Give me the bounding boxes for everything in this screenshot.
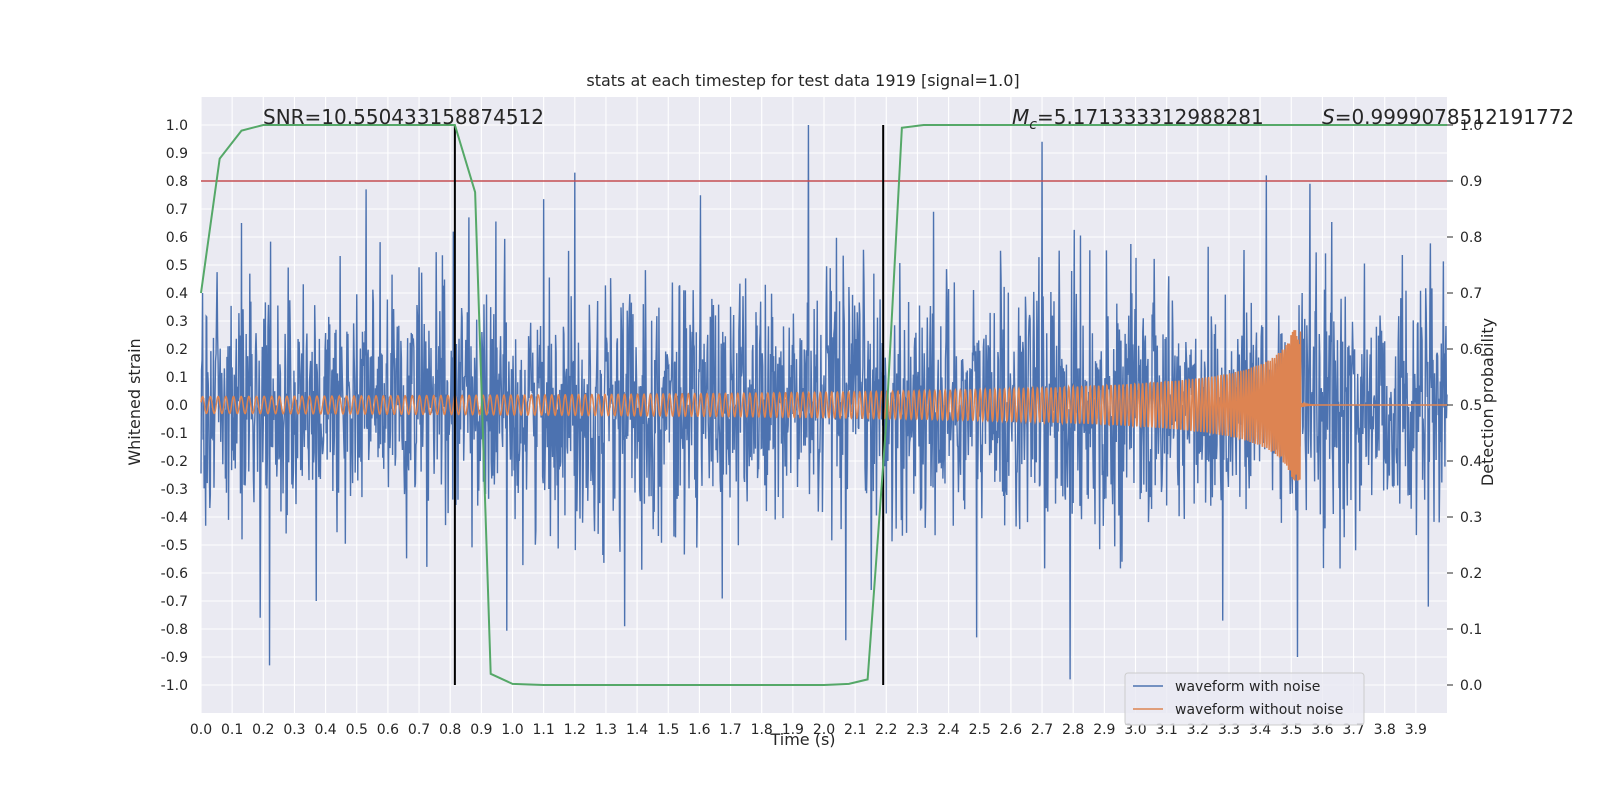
x-tick-label: 2.9: [1093, 722, 1115, 738]
x-tick-label: 1.1: [533, 722, 555, 738]
chart-title: stats at each timestep for test data 191…: [586, 71, 1019, 90]
x-tick-labels: 0.0 0.1 0.2 0.3 0.4 0.5 0.6 0.7 0.8 0.9 1.0 1.1 1.2 1…: [190, 722, 1427, 738]
y-tick-label: -0.4: [161, 510, 188, 526]
x-tick-label: 2.6: [1000, 722, 1022, 738]
x-tick-label: 2.3: [906, 722, 928, 738]
x-tick-label: 0.7: [408, 722, 430, 738]
y-tick-label: 0.9: [166, 146, 188, 162]
x-tick-label: 1.6: [688, 722, 710, 738]
s-annotation: S=0.9999078512191772: [1322, 105, 1574, 129]
x-tick-label: 3.8: [1374, 722, 1396, 738]
x-tick-label: 2.4: [937, 722, 959, 738]
x-tick-label: 2.7: [1031, 722, 1053, 738]
series-waveform-without-noise: [200, 330, 1447, 481]
x-tick-label: 1.8: [751, 722, 773, 738]
chirp-mass-subscript: c: [1029, 117, 1037, 133]
y-tick-label: -0.3: [161, 482, 188, 498]
x-tick-label: 1.4: [626, 722, 648, 738]
y-tick-label: 0.2: [166, 342, 188, 358]
y2-tick-label: 0.3: [1460, 510, 1482, 526]
noise-waveform-line: [200, 124, 1448, 680]
y-tick-label: -1.0: [161, 678, 188, 694]
event-vertical-lines: [453, 125, 885, 685]
y-tick-label: 0.7: [166, 202, 188, 218]
x-tick-label: 1.9: [782, 722, 804, 738]
x-tick-label: 3.9: [1405, 722, 1427, 738]
chirp-mass-symbol: M: [1012, 105, 1029, 129]
x-tick-label: 1.5: [657, 722, 679, 738]
y-tick-label: -0.6: [161, 566, 188, 582]
x-tick-label: 3.6: [1311, 722, 1333, 738]
y2-tick-label: 0.4: [1460, 454, 1482, 470]
x-tick-label: 0.8: [439, 722, 461, 738]
y-tick-label: 0.5: [166, 258, 188, 274]
y-tick-labels: 1.0 0.9 0.8 0.7 0.6 0.5 0.4 0.3 0.2 0.1 0.0 -0.1 -0.…: [161, 118, 188, 694]
series-detection-probability: [200, 124, 1447, 686]
x-tick-label: 1.0: [501, 722, 523, 738]
y2-tick-label: 0.5: [1460, 398, 1482, 414]
chirp-mass-annotation: Mc=5.171333312988281: [1012, 105, 1264, 133]
x-tick-label: 0.5: [346, 722, 368, 738]
x-tick-label: 0.3: [283, 722, 305, 738]
clean-waveform-line: [200, 330, 1447, 481]
probability-line: [200, 124, 1447, 686]
y2-tick-label: 0.2: [1460, 566, 1482, 582]
y-tick-label: -0.5: [161, 538, 188, 554]
x-tick-label: 3.2: [1187, 722, 1209, 738]
y-tick-label: 1.0: [166, 118, 188, 134]
y-tick-label: -0.7: [161, 594, 188, 610]
y-tick-label: -0.9: [161, 650, 188, 666]
y2-tick-label: 0.7: [1460, 286, 1482, 302]
x-tick-label: 0.6: [377, 722, 399, 738]
y2-tick-label: 0.6: [1460, 342, 1482, 358]
s-symbol: S: [1322, 105, 1335, 129]
series-waveform-with-noise: [200, 124, 1448, 680]
y2-tick-labels: 0.0 0.1 0.2 0.3 0.4 0.5 0.6 0.7 0.8 0.9 1.0: [1447, 118, 1482, 694]
y-tick-label: 0.0: [166, 398, 188, 414]
legend-box: [1124, 672, 1365, 726]
y-tick-label: 0.6: [166, 230, 188, 246]
y-tick-label: 0.4: [166, 286, 188, 302]
x-tick-label: 0.0: [190, 722, 212, 738]
x-tick-label: 2.0: [813, 722, 835, 738]
y2-tick-label: 0.0: [1460, 678, 1482, 694]
chirp-mass-value: =5.171333312988281: [1037, 105, 1264, 129]
x-tick-label: 2.5: [969, 722, 991, 738]
y-tick-label: -0.8: [161, 622, 188, 638]
y-tick-label: -0.2: [161, 454, 188, 470]
y2-tick-label: 0.9: [1460, 174, 1482, 190]
x-tick-label: 3.7: [1342, 722, 1364, 738]
x-tick-label: 2.8: [1062, 722, 1084, 738]
x-tick-label: 0.4: [314, 722, 336, 738]
x-tick-label: 3.0: [1124, 722, 1146, 738]
x-tick-label: 3.4: [1249, 722, 1271, 738]
legend-label-noise: waveform with noise: [1175, 679, 1320, 695]
y-tick-label: 0.1: [166, 370, 188, 386]
s-value: =0.9999078512191772: [1335, 105, 1574, 129]
legend: waveform with noise waveform without noi…: [1124, 672, 1365, 726]
x-tick-label: 2.1: [844, 722, 866, 738]
x-tick-label: 0.1: [221, 722, 243, 738]
x-tick-label: 3.1: [1156, 722, 1178, 738]
y2-tick-label: 1.0: [1460, 118, 1482, 134]
x-tick-label: 2.2: [875, 722, 897, 738]
y-axis-label: Whitened strain: [125, 338, 144, 465]
snr-annotation: SNR=10.550433158874512: [263, 105, 544, 129]
x-tick-label: 0.9: [470, 722, 492, 738]
y2-tick-label: 0.1: [1460, 622, 1482, 638]
x-tick-label: 3.5: [1280, 722, 1302, 738]
x-tick-label: 3.3: [1218, 722, 1240, 738]
x-tick-label: 1.7: [719, 722, 741, 738]
y2-tick-label: 0.8: [1460, 230, 1482, 246]
x-axis-label: Time (s): [769, 730, 835, 749]
x-tick-label: 1.3: [595, 722, 617, 738]
y-tick-label: 0.8: [166, 174, 188, 190]
x-tick-label: 0.2: [252, 722, 274, 738]
y-tick-label: 0.3: [166, 314, 188, 330]
x-tick-label: 1.2: [564, 722, 586, 738]
y-tick-label: -0.1: [161, 426, 188, 442]
legend-label-clean: waveform without noise: [1175, 702, 1343, 718]
y2-axis-label: Detection probability: [1478, 318, 1497, 486]
